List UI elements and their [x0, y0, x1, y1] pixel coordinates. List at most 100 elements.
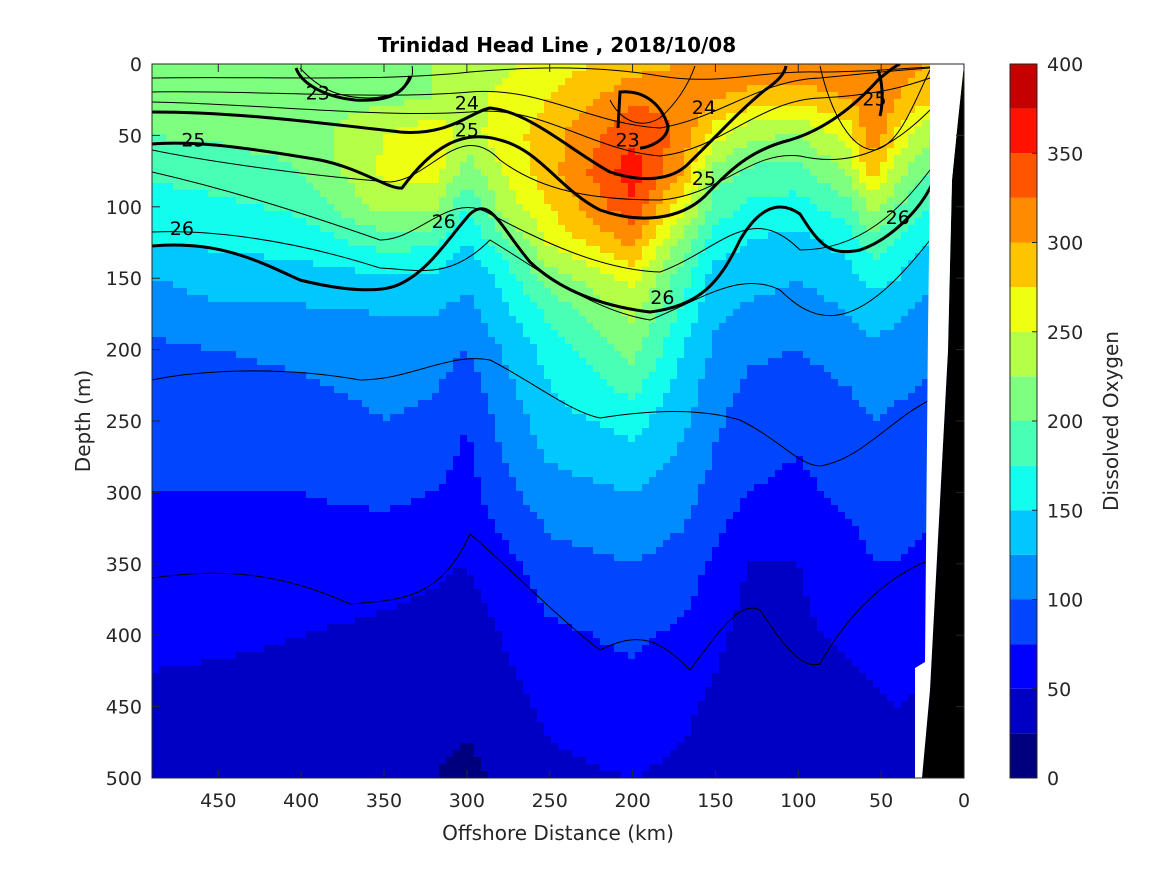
oxygen-cell — [663, 113, 671, 121]
oxygen-cell — [446, 288, 454, 296]
oxygen-cell — [642, 323, 650, 331]
oxygen-cell — [810, 274, 818, 282]
oxygen-cell — [607, 281, 615, 289]
oxygen-cell — [390, 162, 398, 170]
oxygen-cell — [747, 197, 755, 205]
oxygen-cell — [306, 323, 314, 331]
oxygen-cell — [684, 127, 692, 135]
oxygen-cell — [831, 71, 839, 79]
oxygen-cell — [614, 323, 622, 331]
oxygen-cell — [159, 78, 167, 86]
oxygen-cell — [761, 127, 769, 135]
oxygen-cell — [684, 218, 692, 226]
oxygen-cell — [775, 295, 783, 303]
oxygen-cell — [600, 330, 608, 338]
oxygen-cell — [495, 302, 503, 310]
oxygen-cell — [222, 106, 230, 114]
oxygen-cell — [894, 358, 902, 366]
oxygen-cell — [397, 288, 405, 296]
oxygen-cell — [817, 113, 825, 121]
oxygen-cell — [754, 239, 762, 247]
oxygen-cell — [278, 120, 286, 128]
oxygen-cell — [852, 218, 860, 226]
oxygen-cell — [194, 309, 202, 317]
oxygen-cell — [747, 169, 755, 177]
oxygen-cell — [789, 106, 797, 114]
oxygen-cell — [159, 183, 167, 191]
oxygen-cell — [257, 295, 265, 303]
oxygen-cell — [278, 246, 286, 254]
oxygen-cell — [810, 337, 818, 345]
oxygen-cell — [684, 71, 692, 79]
oxygen-cell — [873, 316, 881, 324]
oxygen-cell — [838, 99, 846, 107]
oxygen-cell — [551, 337, 559, 345]
oxygen-cell — [383, 358, 391, 366]
oxygen-cell — [446, 337, 454, 345]
oxygen-cell — [229, 148, 237, 156]
oxygen-cell — [698, 351, 706, 359]
oxygen-cell — [866, 92, 874, 100]
oxygen-cell — [229, 344, 237, 352]
oxygen-cell — [901, 120, 909, 128]
oxygen-cell — [530, 183, 538, 191]
oxygen-cell — [243, 204, 251, 212]
oxygen-cell — [607, 253, 615, 261]
oxygen-cell — [859, 253, 867, 261]
oxygen-cell — [873, 295, 881, 303]
oxygen-cell — [495, 99, 503, 107]
oxygen-cell — [691, 169, 699, 177]
oxygen-cell — [376, 253, 384, 261]
oxygen-cell — [565, 267, 573, 275]
oxygen-cell — [404, 323, 412, 331]
oxygen-cell — [544, 155, 552, 163]
oxygen-cell — [705, 351, 713, 359]
oxygen-cell — [691, 225, 699, 233]
oxygen-cell — [733, 232, 741, 240]
oxygen-cell — [537, 295, 545, 303]
oxygen-cell — [670, 337, 678, 345]
oxygen-cell — [719, 274, 727, 282]
oxygen-cell — [292, 78, 300, 86]
oxygen-cell — [740, 190, 748, 198]
oxygen-cell — [453, 148, 461, 156]
oxygen-cell — [873, 330, 881, 338]
oxygen-cell — [327, 225, 335, 233]
oxygen-cell — [278, 351, 286, 359]
oxygen-cell — [180, 260, 188, 268]
oxygen-cell — [775, 344, 783, 352]
oxygen-cell — [383, 288, 391, 296]
oxygen-cell — [761, 183, 769, 191]
oxygen-cell — [796, 197, 804, 205]
oxygen-cell — [166, 302, 174, 310]
oxygen-cell — [152, 246, 160, 254]
oxygen-cell — [299, 288, 307, 296]
oxygen-cell — [418, 99, 426, 107]
oxygen-cell — [152, 218, 160, 226]
oxygen-cell — [278, 183, 286, 191]
oxygen-cell — [600, 295, 608, 303]
oxygen-cell — [831, 302, 839, 310]
oxygen-cell — [656, 148, 664, 156]
oxygen-cell — [243, 232, 251, 240]
oxygen-cell — [607, 92, 615, 100]
oxygen-cell — [243, 323, 251, 331]
oxygen-cell — [369, 274, 377, 282]
oxygen-cell — [663, 71, 671, 79]
oxygen-cell — [418, 323, 426, 331]
oxygen-cell — [327, 239, 335, 247]
oxygen-cell — [572, 316, 580, 324]
oxygen-cell — [908, 267, 916, 275]
oxygen-cell — [306, 78, 314, 86]
oxygen-cell — [565, 323, 573, 331]
oxygen-cell — [628, 232, 636, 240]
oxygen-cell — [229, 78, 237, 86]
oxygen-cell — [754, 120, 762, 128]
oxygen-cell — [593, 274, 601, 282]
oxygen-cell — [908, 197, 916, 205]
oxygen-cell — [635, 239, 643, 247]
oxygen-cell — [880, 106, 888, 114]
oxygen-cell — [523, 99, 531, 107]
oxygen-cell — [579, 176, 587, 184]
oxygen-cell — [187, 92, 195, 100]
